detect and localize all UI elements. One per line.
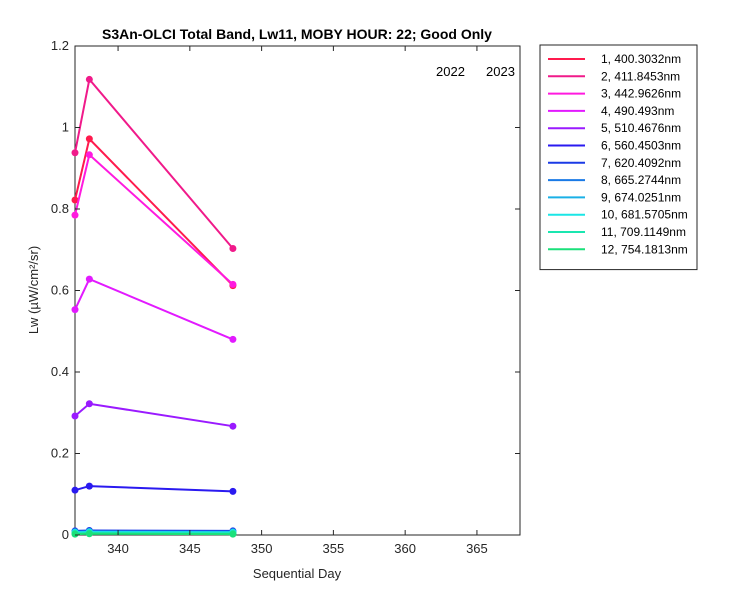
data-point-series-5 [85,400,93,408]
data-point-series-3 [85,151,93,159]
legend: 1, 400.3032nm 2, 411.8453nm 3, 442.9626nm 4… [539,44,698,271]
y-tick-label: 0.4 [51,364,69,379]
data-point-series-6 [85,482,93,490]
data-point-series-12 [71,530,79,538]
year-label-2022: 2022 [436,64,465,79]
legend-label: 9, 674.0251nm [601,190,681,204]
legend-label: 3, 442.9626nm [601,87,681,101]
legend-label: 7, 620.4092nm [601,156,681,170]
x-axis-label: Sequential Day [253,566,342,581]
year-label-2023: 2023 [486,64,515,79]
y-tick-label: 0.6 [51,283,69,298]
data-point-series-3 [229,280,237,288]
legend-label: 6, 560.4503nm [601,139,681,153]
legend-label: 2, 411.8453nm [601,69,680,83]
data-point-series-5 [229,422,237,430]
y-tick-label: 0 [62,527,69,542]
y-tick-label: 0.2 [51,446,69,461]
data-point-series-4 [85,275,93,283]
data-point-series-2 [229,245,237,253]
data-point-series-12 [85,530,93,538]
legend-label: 8, 665.2744nm [601,173,681,187]
y-tick-label: 1.2 [51,38,69,53]
x-tick-label: 365 [466,541,488,556]
data-point-series-6 [71,486,79,494]
data-point-series-1 [71,196,79,204]
plot-area [74,45,521,536]
legend-label: 12, 754.1813nm [601,242,688,256]
legend-label: 5, 510.4676nm [601,121,681,135]
legend-label: 4, 490.493nm [601,104,674,118]
legend-label: 10, 681.5705nm [601,208,688,222]
data-point-series-12 [229,530,237,538]
y-tick-label: 0.8 [51,201,69,216]
x-tick-label: 355 [323,541,345,556]
data-point-series-1 [85,135,93,143]
y-tick-label: 1 [62,120,69,135]
axis-layer: 340 345 350 355 360 365 0 0.2 0.4 0.6 0.8 1 1.2 [51,38,520,556]
x-tick-label: 340 [107,541,129,556]
data-point-series-3 [71,211,79,219]
y-axis-label: Lw (µW/cm²/sr) [26,246,41,334]
data-point-series-4 [229,335,237,343]
legend-label: 1, 400.3032nm [601,52,681,66]
legend-label: 11, 709.1149nm [601,225,686,239]
x-tick-label: 360 [394,541,416,556]
data-point-series-2 [85,75,93,83]
chart-title: S3An-OLCI Total Band, Lw11, MOBY HOUR: 2… [102,26,492,42]
data-point-series-6 [229,487,237,495]
data-point-series-4 [71,306,79,314]
x-tick-label: 345 [179,541,201,556]
series-layer [71,75,237,538]
x-tick-label: 350 [251,541,273,556]
data-point-series-5 [71,412,79,420]
data-point-series-2 [71,149,79,157]
